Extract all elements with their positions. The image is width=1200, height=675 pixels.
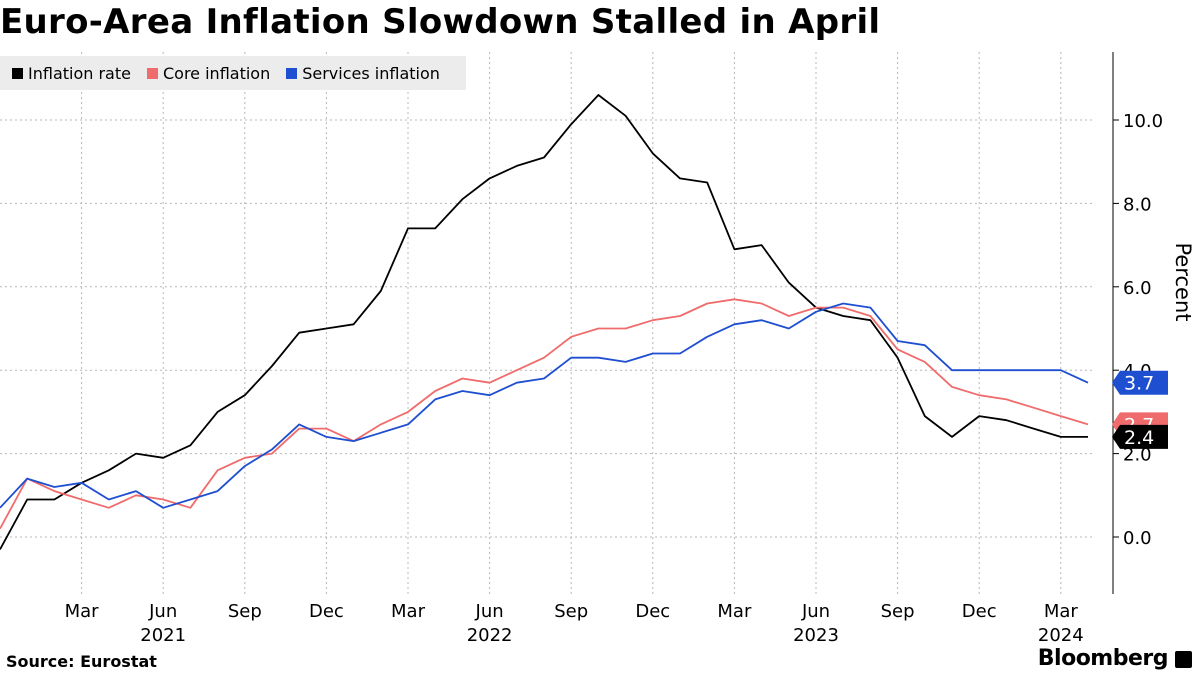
end-tag-services-inflation <box>1112 370 1168 395</box>
legend-swatch-inflation-rate <box>12 67 23 79</box>
end-tag-label-services-inflation: 3.7 <box>1124 373 1154 395</box>
x-tick-label: Mar <box>391 601 426 622</box>
legend-swatch-core-inflation <box>146 67 158 79</box>
x-tick-label: Jun <box>148 601 177 622</box>
x-year-label: 2022 <box>467 625 513 646</box>
chart-legend: Inflation rate Core inflation Services i… <box>0 56 466 90</box>
series-line-inflation-rate <box>0 94 1088 550</box>
y-tick-label: 8.0 <box>1123 194 1152 215</box>
x-tick-label: Sep <box>228 601 262 622</box>
legend-swatch-services-inflation <box>286 67 298 79</box>
chart-title: Euro-Area Inflation Slowdown Stalled in … <box>0 2 881 42</box>
series-line-core-inflation <box>0 298 1089 530</box>
x-year-label: 2021 <box>140 625 186 646</box>
y-tick-label: 6.0 <box>1123 278 1152 299</box>
x-tick-label: Dec <box>635 601 670 622</box>
y-axis-title: Percent <box>1171 242 1195 321</box>
x-tick-label: Jun <box>801 601 830 622</box>
x-tick-label: Mar <box>717 601 752 622</box>
x-tick-label: Dec <box>309 601 344 622</box>
brand-logo: Bloomberg <box>1037 646 1169 671</box>
x-tick-label: Sep <box>554 601 588 622</box>
x-tick-label: Sep <box>881 601 915 622</box>
x-year-label: 2024 <box>1038 625 1084 646</box>
legend-label-core-inflation: Core inflation <box>162 63 271 83</box>
y-tick-label: 2.0 <box>1123 445 1152 466</box>
legend-item-core-inflation: Core inflation <box>146 63 271 83</box>
legend-item-inflation-rate: Inflation rate <box>12 64 131 83</box>
x-tick-label: Dec <box>962 601 997 622</box>
series-line-services-inflation <box>0 302 1089 509</box>
end-tag-inflation-rate <box>1112 424 1168 449</box>
legend-label-services-inflation: Services inflation <box>302 63 440 83</box>
legend-label-inflation-rate: Inflation rate <box>28 63 131 83</box>
y-tick-label: 10.0 <box>1123 111 1163 132</box>
legend-item-services-inflation: Services inflation <box>286 64 440 83</box>
source-note: Source: Eurostat <box>6 652 157 671</box>
x-tick-label: Jun <box>475 601 504 622</box>
end-tag-label-inflation-rate: 2.4 <box>1124 427 1154 449</box>
y-tick-label: 0.0 <box>1123 528 1152 549</box>
x-tick-label: Mar <box>1044 601 1079 622</box>
brand-icon <box>1175 651 1192 668</box>
x-tick-label: Mar <box>65 601 100 622</box>
x-year-label: 2023 <box>793 625 839 646</box>
